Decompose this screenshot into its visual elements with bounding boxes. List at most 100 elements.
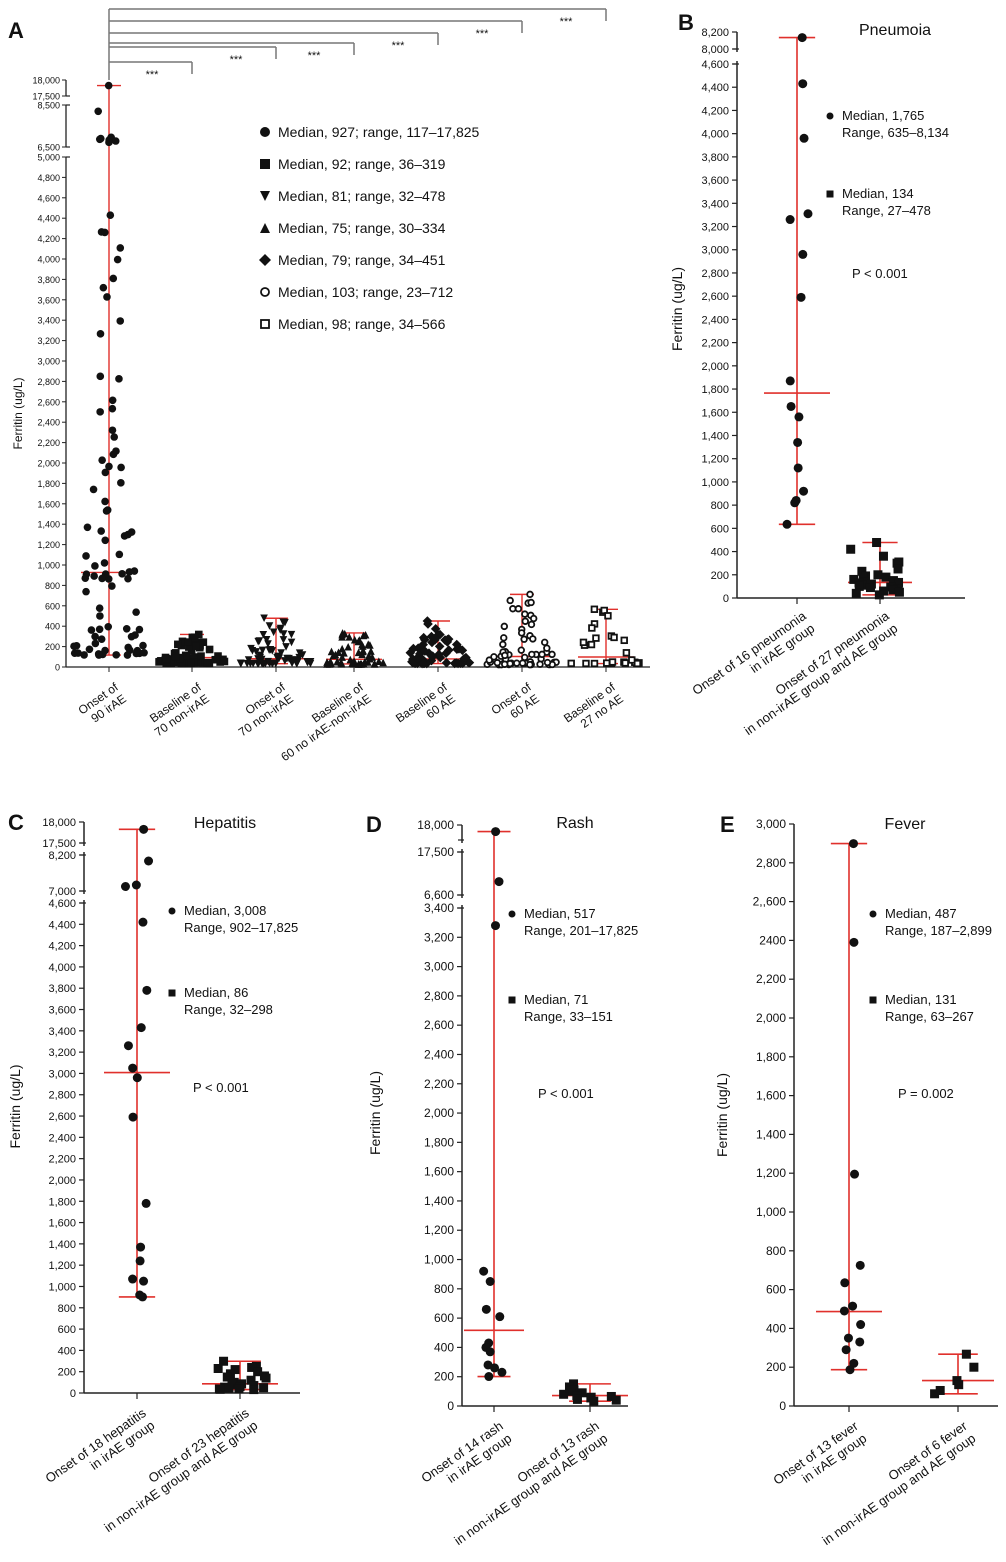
data-point [374,657,383,665]
data-point [894,587,904,597]
data-point [559,1389,569,1399]
y-tick-label: 2400 [759,933,786,947]
data-point [481,1304,491,1314]
data-point [484,1372,494,1382]
data-point [96,372,105,381]
y-tick-label: 1,800 [48,1196,76,1208]
data-point [262,635,271,644]
data-point [234,1384,244,1394]
y-tick-label: 2,400 [37,418,60,428]
data-point [139,824,149,834]
y-tick-label: 1,200 [424,1223,454,1237]
data-point [109,274,118,283]
data-point [258,646,267,655]
data-point [849,574,859,584]
data-point [194,630,203,639]
y-tick-label: 3,000 [701,245,729,257]
y-tick-label: 3,800 [701,152,729,164]
y-tick-label: 1,400 [756,1127,786,1141]
data-point [338,630,346,639]
legend-text: Median, 86 Range, 32–298 [184,985,273,1017]
data-point [790,498,800,508]
y-tick-label: 3,600 [37,295,60,305]
y-tick-label: 4,400 [48,919,76,931]
data-point [127,632,136,641]
data-point [249,659,257,668]
panel-title: Hepatitis [194,815,256,832]
y-axis-label: Ferritin (ug/L) [11,377,25,449]
data-point [216,657,225,665]
legend-marker [826,190,834,198]
y-tick-label: 2,000 [48,1175,76,1187]
data-point [116,244,125,252]
data-point [453,658,463,669]
y-tick-label: 1,200 [48,1260,76,1272]
y-tick-label: 2,200 [701,338,729,350]
data-point [797,33,807,43]
data-point [265,622,274,630]
y-tick-label: 400 [58,1345,76,1357]
y-tick-label: 4,400 [701,82,729,94]
data-point [285,654,293,663]
data-point [361,630,370,639]
data-point [117,479,125,487]
data-point [174,640,182,649]
data-point [538,650,546,659]
data-point [279,636,288,644]
legend-marker [508,910,516,918]
data-point [327,647,336,656]
y-tick-label: 8,200 [48,850,76,862]
data-point [582,659,590,668]
data-point [268,659,277,668]
data-point [222,1372,232,1382]
panel-letter: E [720,812,735,837]
data-point [855,1260,865,1270]
data-point [132,608,140,616]
y-tick-label: 2,,600 [753,895,787,909]
data-point [420,646,430,656]
panel-letter: B [678,10,694,35]
data-point [338,653,346,661]
y-axis-label: Ferritin (ug/L) [669,267,685,351]
data-point [105,138,113,147]
data-point [135,1256,145,1266]
data-point [606,1391,616,1401]
data-point [277,649,285,657]
data-point [128,1063,138,1073]
data-point [878,551,888,561]
data-point [215,1384,225,1394]
data-point [101,497,109,506]
data-point [196,641,204,650]
x-tick-label: Onset of 14 rashin irAE group [418,1418,514,1498]
y-tick-label: 1,400 [701,430,729,442]
data-point [412,653,422,664]
y-tick-label: 600 [58,1324,76,1336]
y-tick-label: 2,800 [424,989,454,1003]
data-point [495,1312,505,1322]
data-point [133,646,142,655]
data-point [295,653,304,662]
data-point [873,570,883,580]
significance-stars: *** [230,54,244,66]
data-point [141,1198,151,1208]
legend-marker [508,996,516,1004]
data-point [178,637,187,646]
data-point [839,1306,849,1316]
y-tick-label: 600 [434,1311,454,1325]
data-point [282,643,290,651]
data-point [518,659,527,667]
data-point [451,639,462,650]
data-point [856,1320,866,1330]
data-point [94,107,103,116]
y-axis-label: Ferritin (ug/L) [367,1071,383,1155]
y-tick-label: 0 [447,1399,454,1413]
data-point [930,1389,940,1399]
y-tick-label: 8,000 [701,44,729,56]
y-tick-label: 3,600 [701,175,729,187]
data-point [101,468,110,477]
y-tick-label: 600 [711,523,729,535]
data-point [590,605,599,613]
data-point [123,651,132,659]
data-point [287,630,296,639]
data-point [892,558,902,568]
